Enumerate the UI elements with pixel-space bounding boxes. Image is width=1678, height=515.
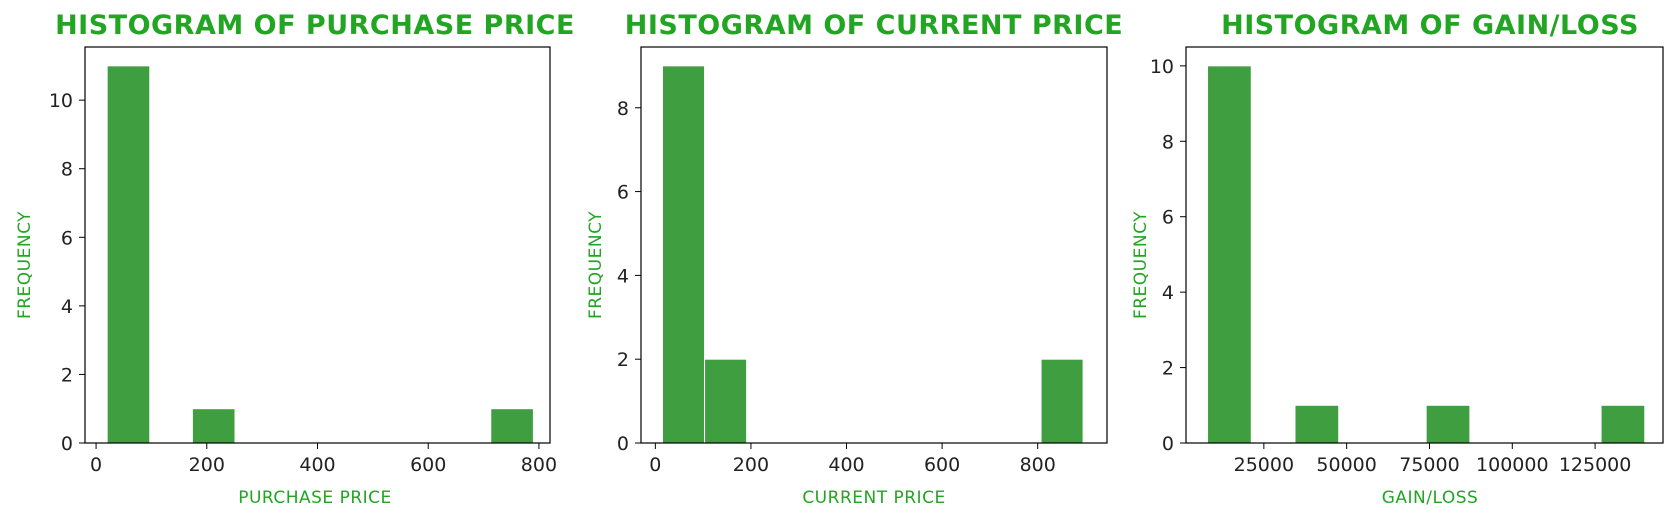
plot-frame [640,46,1108,444]
x-tick-label: 400 [299,454,335,476]
y-tick-label: 8 [617,98,629,120]
bars [106,65,534,444]
x-tick-label: 400 [828,454,864,476]
x-tick-label: 100000 [1476,454,1549,476]
x-tick-label: 0 [90,454,102,476]
chart-title: HISTOGRAM OF GAIN/LOSS [1221,10,1639,41]
histogram-bar [1425,404,1471,444]
gain-loss-histogram: HISTOGRAM OF GAIN/LOSS GAIN/LOSS FREQUEN… [1131,10,1664,508]
x-tick-label: 50000 [1316,454,1376,476]
x-tick-label: 0 [649,454,661,476]
x-axis-label: GAIN/LOSS [1382,488,1479,508]
y-tick-label: 2 [617,349,629,371]
plot-frame [1185,46,1664,444]
histogram-bar [1600,404,1646,444]
x-tick-label: 200 [733,454,769,476]
x-axis-label: CURRENT PRICE [802,488,945,508]
y-tick-label: 2 [61,364,73,386]
histogram-bar [662,65,706,444]
y-tick-label: 4 [61,296,73,318]
y-tick-label: 6 [61,227,73,249]
histogram-bar [106,65,151,444]
purchase-price-histogram: HISTOGRAM OF PURCHASE PRICE PURCHASE PRI… [15,10,575,508]
bars [662,65,1084,444]
x-tick-label: 125000 [1559,454,1632,476]
x-tick-label: 600 [410,454,446,476]
x-tick-label: 25000 [1234,454,1294,476]
plot-frame [84,46,551,444]
histogram-bar [704,358,748,444]
y-tick-label: 0 [61,433,73,455]
histogram-bar [1040,358,1084,444]
y-axis-label: FREQUENCY [15,211,35,319]
y-tick-label: 4 [1162,282,1174,304]
x-tick-label: 800 [1020,454,1056,476]
y-tick-label: 0 [617,433,629,455]
histogram-bar [1207,65,1252,444]
y-tick-label: 8 [1162,131,1174,153]
x-tick-label: 200 [189,454,225,476]
histogram-bar [191,408,236,444]
y-tick-label: 6 [617,182,629,204]
y-axis-label: FREQUENCY [1131,211,1151,319]
y-tick-label: 2 [1162,358,1174,380]
x-tick-label: 600 [924,454,960,476]
bars [1207,65,1646,444]
current-price-histogram: HISTOGRAM OF CURRENT PRICE CURRENT PRICE… [586,10,1123,508]
x-tick-label: 800 [521,454,557,476]
y-tick-label: 8 [61,159,73,181]
y-tick-label: 4 [617,265,629,287]
y-axis-label: FREQUENCY [586,211,606,319]
chart-title: HISTOGRAM OF CURRENT PRICE [625,10,1123,41]
x-tick-label: 75000 [1399,454,1459,476]
histogram-bar [490,408,534,444]
y-tick-label: 6 [1162,207,1174,229]
chart-title: HISTOGRAM OF PURCHASE PRICE [55,10,575,41]
x-axis-label: PURCHASE PRICE [238,488,392,508]
y-tick-label: 0 [1162,433,1174,455]
y-tick-label: 10 [1150,56,1174,78]
histogram-bar [1294,404,1340,444]
y-tick-label: 10 [49,90,73,112]
